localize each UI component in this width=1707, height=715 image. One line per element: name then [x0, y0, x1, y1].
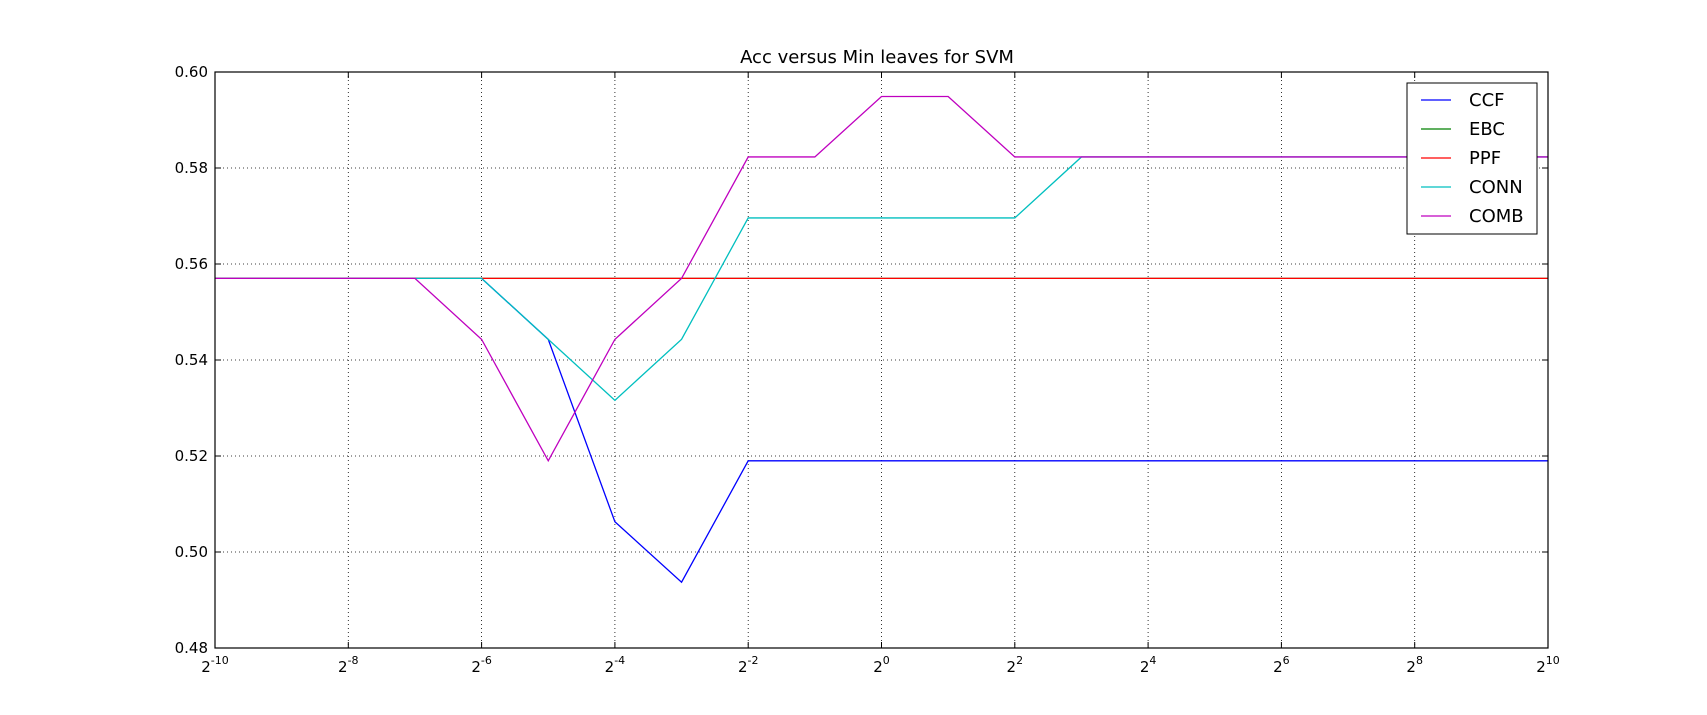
legend: CCF EBC PPF CONN COMB: [1406, 82, 1538, 235]
x-tick-exponent: -8: [348, 654, 359, 667]
x-tick-label: 26: [1273, 654, 1290, 676]
x-tick-exponent: 4: [1149, 654, 1156, 667]
y-tick-label: 0.56: [175, 255, 208, 273]
x-tick-base: 2: [1273, 658, 1283, 676]
x-tick-base: 2: [1140, 658, 1150, 676]
x-tick-exponent: -6: [481, 654, 492, 667]
x-tick-exponent: 10: [1546, 654, 1560, 667]
chart-title: Acc versus Min leaves for SVM: [740, 47, 1014, 68]
x-tick-exponent: 8: [1416, 654, 1423, 667]
series-lines: [215, 95, 1548, 584]
legend-label-ccf: CCF: [1469, 90, 1505, 111]
axis-ticks: 2-10 2-8 2-6 2-4 2-2 20 22 24 26 28 2100.480.500.5…: [175, 63, 1560, 676]
legend-label-conn: CONN: [1469, 177, 1523, 198]
y-tick-label: 0.54: [175, 351, 208, 369]
x-tick-label: 22: [1007, 654, 1024, 676]
x-tick-label: 2-10: [201, 654, 229, 676]
x-tick-exponent: 2: [1016, 654, 1023, 667]
x-tick-label: 28: [1406, 654, 1423, 676]
x-tick-exponent: -4: [614, 654, 625, 667]
y-tick-label: 0.60: [175, 63, 208, 81]
y-tick-label: 0.58: [175, 159, 208, 177]
x-tick-base: 2: [338, 658, 348, 676]
x-tick-base: 2: [201, 658, 211, 676]
x-tick-label: 2-2: [738, 654, 759, 676]
y-tick-label: 0.48: [175, 639, 208, 657]
series-line-comb: [215, 95, 1548, 463]
legend-label-ppf: PPF: [1469, 148, 1501, 169]
x-tick-base: 2: [1007, 658, 1017, 676]
y-tick-label: 0.52: [175, 447, 208, 465]
x-tick-label: 210: [1536, 654, 1560, 676]
x-tick-exponent: 0: [883, 654, 890, 667]
x-tick-base: 2: [1406, 658, 1416, 676]
x-tick-exponent: -2: [747, 654, 758, 667]
x-tick-base: 2: [605, 658, 615, 676]
x-tick-base: 2: [1536, 658, 1546, 676]
y-tick-label: 0.50: [175, 543, 208, 561]
x-tick-label: 2-6: [471, 654, 492, 676]
x-tick-exponent: 6: [1283, 654, 1290, 667]
x-tick-base: 2: [873, 658, 883, 676]
legend-label-comb: COMB: [1469, 206, 1524, 227]
x-tick-base: 2: [471, 658, 481, 676]
x-tick-label: 20: [873, 654, 890, 676]
x-tick-base: 2: [738, 658, 748, 676]
x-tick-label: 24: [1140, 654, 1157, 676]
x-tick-label: 2-4: [605, 654, 626, 676]
legend-label-ebc: EBC: [1469, 119, 1505, 140]
x-tick-exponent: -10: [211, 654, 229, 667]
x-tick-label: 2-8: [338, 654, 359, 676]
